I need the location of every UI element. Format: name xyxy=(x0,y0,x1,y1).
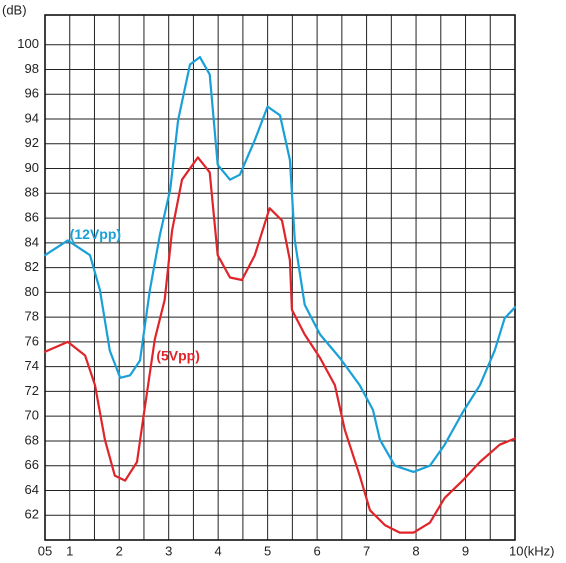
line-series xyxy=(43,156,517,534)
x-tick-label: 8 xyxy=(412,543,419,558)
y-tick-label: 64 xyxy=(25,482,39,497)
y-axis-label: (dB) xyxy=(2,2,27,17)
y-tick-label: 94 xyxy=(25,110,39,125)
y-tick-label: 84 xyxy=(25,234,39,249)
y-tick-label: 86 xyxy=(25,210,39,225)
y-tick-label: 88 xyxy=(25,185,39,200)
x-tick-label: 10(kHz) xyxy=(509,543,555,558)
y-tick-label: 100 xyxy=(17,36,39,51)
y-tick-label: 68 xyxy=(25,432,39,447)
y-tick-label: 62 xyxy=(25,507,39,522)
y-tick-label: 74 xyxy=(25,358,39,373)
series-label: (5Vpp) xyxy=(156,347,200,363)
x-tick-label: 1 xyxy=(66,543,73,558)
x-tick-label: 7 xyxy=(363,543,370,558)
y-tick-label: 70 xyxy=(25,408,39,423)
line-series xyxy=(43,56,517,473)
series-label: (12Vpp) xyxy=(70,226,121,242)
y-tick-label: 80 xyxy=(25,284,39,299)
y-tick-label: 90 xyxy=(25,160,39,175)
y-tick-label: 72 xyxy=(25,383,39,398)
y-tick-label: 66 xyxy=(25,457,39,472)
x-tick-label: 3 xyxy=(165,543,172,558)
x-tick-label: 2 xyxy=(116,543,123,558)
y-tick-label: 78 xyxy=(25,309,39,324)
x-tick-label: 9 xyxy=(462,543,469,558)
x-tick-label: 4 xyxy=(215,543,222,558)
x-tick-label: 5 xyxy=(264,543,271,558)
y-tick-label: 98 xyxy=(25,61,39,76)
y-tick-label: 92 xyxy=(25,135,39,150)
y-tick-label: 82 xyxy=(25,259,39,274)
y-tick-label: 96 xyxy=(25,86,39,101)
y-tick-label: 76 xyxy=(25,333,39,348)
x-tick-label: 6 xyxy=(313,543,320,558)
x-tick-label: 05 xyxy=(38,543,52,558)
plot-frame xyxy=(44,14,516,541)
